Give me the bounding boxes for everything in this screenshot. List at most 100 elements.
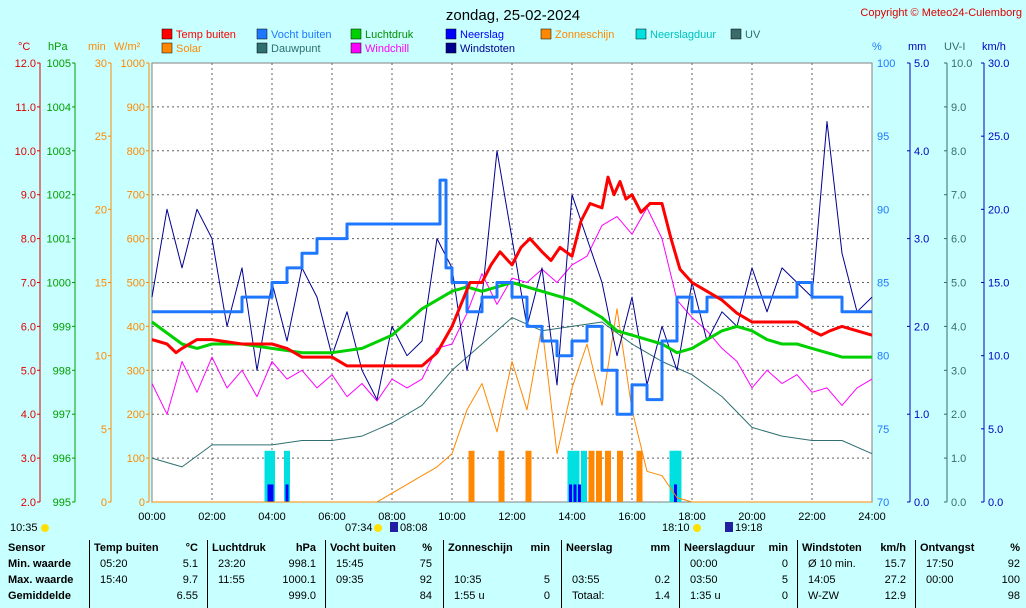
table-cell: 999.0 [212, 588, 320, 604]
cell-time: Totaal: [572, 590, 605, 602]
min-axis-tick: 0 [101, 497, 107, 509]
grid [152, 63, 872, 502]
cell-value: 27.2 [884, 574, 906, 586]
legend-label: Neerslag [460, 29, 504, 41]
bar-neerslagduur [269, 450, 275, 502]
sun-icon [693, 524, 701, 532]
cell-value: 9.7 [182, 574, 198, 586]
twilight-icon [725, 522, 733, 532]
series-luchtdruk [151, 281, 872, 359]
cell-value: 5 [781, 574, 788, 586]
table-cell [448, 556, 554, 572]
table-col-hum: Vocht buiten% 15:45 75 09:35 92 84 [330, 540, 436, 608]
press-axis-tick: 1003 [47, 146, 71, 158]
table-header-unit: % [1010, 542, 1020, 554]
sunset-time: 18:10 [662, 522, 690, 534]
moonset-time: 10:35 [10, 522, 38, 534]
cell-time [330, 590, 336, 602]
solar-axis-tick: 200 [127, 409, 145, 421]
hum-axis-tick: 85 [877, 278, 889, 290]
cell-value: 15.7 [884, 558, 906, 570]
table-cell: 23:20 998.1 [212, 556, 320, 572]
cell-time: 15:40 [100, 574, 128, 586]
civil-rise-time: 08:08 [400, 522, 428, 534]
uv-unit: UV-I [944, 41, 965, 53]
legend-label: Neerslagduur [650, 29, 716, 41]
series-windchill [151, 207, 873, 415]
table-cell: 15:45 75 [330, 556, 436, 572]
chart-title: zondag, 25-02-2024 [446, 7, 580, 24]
table-separator [679, 540, 680, 608]
cell-value: 5 [543, 574, 550, 586]
table-header-label: Windstoten [802, 542, 862, 554]
legend-label: Solar [176, 43, 202, 55]
stats-table: Sensor Min. waarde Max. waarde Gemiddeld… [0, 540, 1026, 608]
cell-time: W-ZW [808, 590, 839, 602]
cell-value: 999.0 [288, 590, 316, 602]
table-header: Windstoten km/h [802, 540, 910, 556]
table-cell: 05:20 5.1 [94, 556, 202, 572]
cell-time: 10:35 [454, 574, 482, 586]
solar-axis-tick: 0 [139, 497, 145, 509]
table-header-unit: hPa [295, 542, 316, 554]
table-header-unit: mm [650, 542, 670, 554]
cell-time [212, 590, 218, 602]
cell-value: 0 [781, 590, 788, 602]
time-tick: 02:00 [198, 511, 226, 523]
cell-time [94, 590, 100, 602]
table-header-label: Zonneschijn [448, 542, 513, 554]
bar-neerslag [285, 484, 289, 502]
min-axis-tick: 25 [95, 131, 107, 143]
civil-set-time: 19:18 [735, 522, 763, 534]
table-separator [561, 540, 562, 608]
uv-axis-tick: 0.0 [951, 497, 966, 509]
wind-axis-tick: 5.0 [988, 424, 1003, 436]
cell-value: 100 [1001, 574, 1020, 586]
temp-axis-tick: 2.0 [21, 497, 36, 509]
hum-unit: % [872, 41, 882, 53]
legend-swatch [350, 42, 362, 54]
solar-unit: W/m² [114, 41, 141, 53]
cell-value: 1000.1 [282, 574, 316, 586]
time-tick: 10:00 [438, 511, 466, 523]
legend-label: Vocht buiten [271, 29, 332, 41]
cell-time [920, 590, 926, 602]
series-solar [152, 308, 872, 503]
table-header: Vocht buiten% [330, 540, 436, 556]
legend-swatch [635, 28, 647, 40]
bar-neerslag [573, 484, 577, 502]
cell-value: 84 [419, 590, 432, 602]
press-unit: hPa [48, 41, 68, 53]
time-tick: 08:00 [378, 511, 406, 523]
table-header-label: Ontvangst [920, 542, 975, 554]
rain-axis-tick: 5.0 [914, 58, 929, 70]
table-cell: 1:35 u 0 [684, 588, 792, 604]
table-col-sensor: Sensor Min. waarde Max. waarde Gemiddeld… [8, 540, 86, 608]
table-header-unit: min [530, 542, 550, 554]
legend-label: Temp buiten [176, 29, 236, 41]
table-col-press: Luchtdruk hPa 23:20 998.1 11:55 1000.1 999.0 [212, 540, 320, 608]
wind-axis-tick: 10.0 [988, 351, 1009, 363]
cell-value: 0 [543, 590, 550, 602]
table-cell: 17:50 92 [920, 556, 1024, 572]
series-vocht-buiten [152, 178, 872, 416]
wind-unit: km/h [982, 41, 1006, 53]
wind-axis-tick: 25.0 [988, 131, 1009, 143]
solar-axis-tick: 500 [127, 278, 145, 290]
press-axis-tick: 1004 [47, 102, 71, 114]
table-col-dew: Ontvangst% 17:50 92 00:00 100 98 [920, 540, 1024, 608]
bar-neerslagduur [567, 450, 574, 502]
cell-value: 98 [1007, 590, 1020, 602]
table-cell: 00:00 100 [920, 572, 1024, 588]
temp-axis-tick: 5.0 [21, 365, 36, 377]
table-header: Ontvangst% [920, 540, 1024, 556]
table-header: Luchtdruk hPa [212, 540, 320, 556]
temp-axis-tick: 9.0 [21, 190, 36, 202]
sunrise-time: 07:34 [345, 522, 373, 534]
table-separator [915, 540, 916, 608]
min-unit: min [88, 41, 106, 53]
table-col-wind: Windstoten km/h Ø 10 min. 15.7 14:05 27.2 W-ZW… [802, 540, 910, 608]
cell-value: 1.4 [654, 590, 670, 602]
temp-axis-tick: 8.0 [21, 234, 36, 246]
bar-zonneschijn [468, 450, 475, 502]
